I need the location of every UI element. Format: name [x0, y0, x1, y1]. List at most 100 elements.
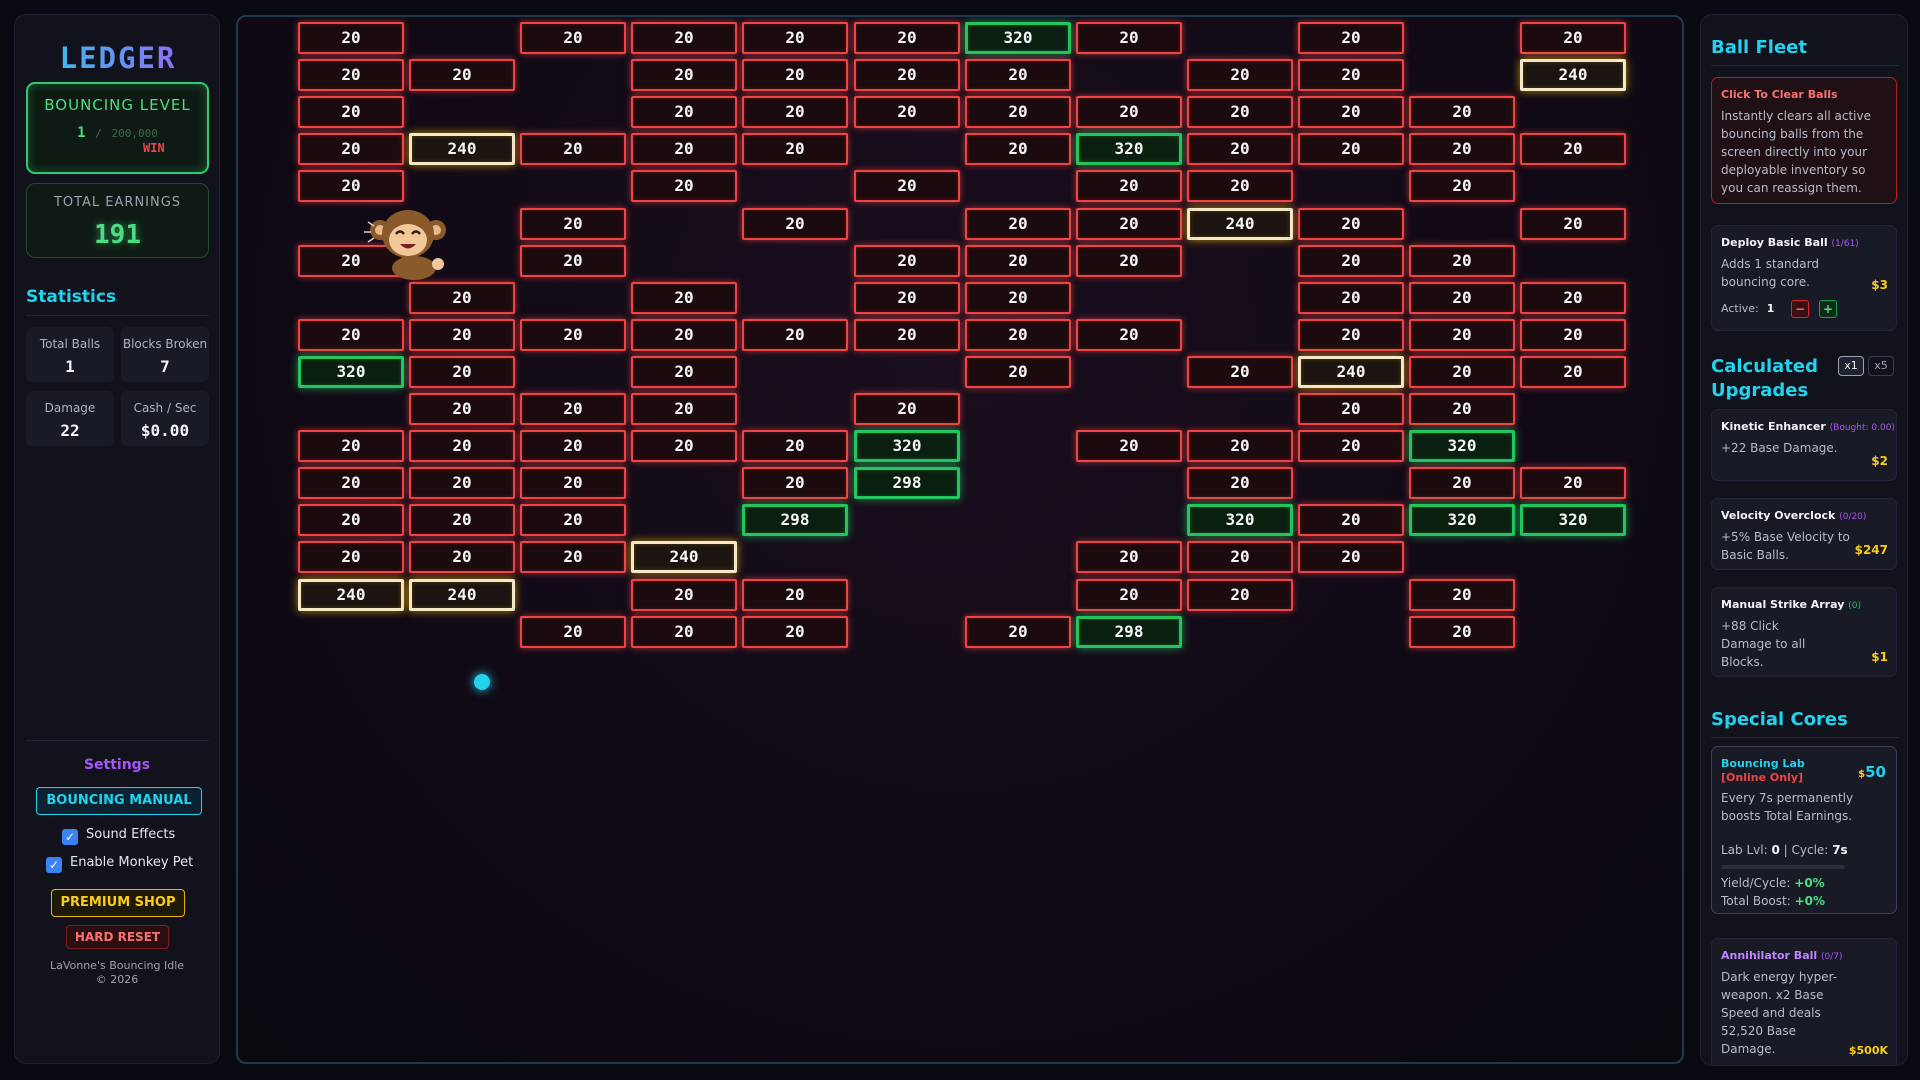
brick[interactable]: 20 [854, 170, 960, 202]
brick[interactable]: 20 [1298, 245, 1404, 277]
annihilator-ball-card[interactable]: Annihilator Ball (0/7) Dark energy hyper… [1711, 938, 1897, 1065]
brick[interactable]: 20 [965, 282, 1071, 314]
brick[interactable]: 20 [631, 59, 737, 91]
brick[interactable]: 20 [409, 393, 515, 425]
brick[interactable]: 20 [1409, 170, 1515, 202]
brick[interactable]: 20 [1298, 504, 1404, 536]
brick[interactable]: 20 [1298, 22, 1404, 54]
brick[interactable]: 240 [1520, 59, 1626, 91]
brick[interactable]: 20 [1187, 59, 1293, 91]
brick[interactable]: 20 [1076, 22, 1182, 54]
brick[interactable]: 20 [409, 319, 515, 351]
brick[interactable]: 20 [1409, 319, 1515, 351]
brick[interactable]: 20 [742, 59, 848, 91]
brick[interactable]: 20 [965, 245, 1071, 277]
brick[interactable]: 20 [520, 541, 626, 573]
brick[interactable]: 20 [1298, 59, 1404, 91]
brick[interactable]: 20 [1187, 170, 1293, 202]
brick[interactable]: 20 [965, 616, 1071, 648]
brick[interactable]: 240 [409, 133, 515, 165]
brick[interactable]: 20 [742, 22, 848, 54]
brick[interactable]: 20 [1076, 579, 1182, 611]
brick[interactable]: 20 [965, 133, 1071, 165]
brick[interactable]: 20 [742, 616, 848, 648]
brick[interactable]: 20 [1298, 282, 1404, 314]
brick[interactable]: 20 [409, 504, 515, 536]
brick[interactable]: 20 [520, 319, 626, 351]
brick[interactable]: 20 [1076, 430, 1182, 462]
brick[interactable]: 20 [1298, 430, 1404, 462]
brick[interactable]: 320 [854, 430, 960, 462]
brick[interactable]: 20 [1298, 541, 1404, 573]
brick[interactable]: 20 [1187, 430, 1293, 462]
brick[interactable]: 20 [1409, 467, 1515, 499]
brick[interactable]: 20 [1409, 282, 1515, 314]
brick[interactable]: 20 [1187, 541, 1293, 573]
brick[interactable]: 20 [631, 22, 737, 54]
game-board[interactable]: 20 20 20 20 20 320 20 20 20 20 20 20 20 20 20 20 20 240 20… [236, 15, 1684, 1064]
brick[interactable]: 20 [854, 245, 960, 277]
brick[interactable]: 20 [520, 616, 626, 648]
brick[interactable]: 20 [742, 96, 848, 128]
brick[interactable]: 20 [1298, 319, 1404, 351]
brick[interactable]: 20 [631, 170, 737, 202]
brick[interactable]: 20 [1298, 208, 1404, 240]
brick[interactable]: 20 [1298, 96, 1404, 128]
clear-balls-button[interactable]: Click To Clear Balls Instantly clears al… [1711, 77, 1897, 204]
brick[interactable]: 20 [742, 208, 848, 240]
brick[interactable]: 240 [298, 579, 404, 611]
brick[interactable]: 20 [742, 579, 848, 611]
multiplier-x5-button[interactable]: x5 [1868, 356, 1894, 376]
brick[interactable]: 20 [631, 133, 737, 165]
brick[interactable]: 20 [1520, 282, 1626, 314]
brick[interactable]: 20 [854, 319, 960, 351]
checkbox-checked-icon[interactable]: ✓ [46, 857, 62, 873]
brick[interactable]: 20 [298, 170, 404, 202]
brick[interactable]: 320 [1409, 504, 1515, 536]
brick[interactable]: 20 [298, 22, 404, 54]
brick[interactable]: 20 [1409, 133, 1515, 165]
brick[interactable]: 20 [1187, 579, 1293, 611]
sound-effects-toggle[interactable]: ✓ Sound Effects [62, 827, 175, 845]
brick[interactable]: 20 [1076, 319, 1182, 351]
brick[interactable]: 20 [298, 59, 404, 91]
brick[interactable]: 20 [409, 430, 515, 462]
brick[interactable]: 320 [1520, 504, 1626, 536]
decrease-ball-button[interactable]: − [1791, 300, 1809, 318]
brick[interactable]: 20 [1076, 170, 1182, 202]
brick[interactable]: 20 [1076, 208, 1182, 240]
brick[interactable]: 20 [742, 467, 848, 499]
brick[interactable]: 20 [1520, 208, 1626, 240]
brick[interactable]: 20 [409, 467, 515, 499]
brick[interactable]: 320 [1076, 133, 1182, 165]
brick[interactable]: 20 [1409, 393, 1515, 425]
brick[interactable]: 20 [298, 96, 404, 128]
brick[interactable]: 240 [1187, 208, 1293, 240]
brick[interactable]: 320 [1409, 430, 1515, 462]
hard-reset-button[interactable]: HARD RESET [66, 925, 169, 949]
brick[interactable]: 298 [1076, 616, 1182, 648]
brick[interactable]: 20 [1076, 245, 1182, 277]
brick[interactable]: 20 [1409, 96, 1515, 128]
brick[interactable]: 20 [1187, 96, 1293, 128]
brick[interactable]: 20 [742, 430, 848, 462]
brick[interactable]: 20 [1298, 393, 1404, 425]
brick[interactable]: 20 [965, 356, 1071, 388]
brick[interactable]: 20 [1520, 467, 1626, 499]
kinetic-enhancer-card[interactable]: Kinetic Enhancer (Bought: 0.00) +22 Base… [1711, 409, 1897, 481]
brick[interactable]: 20 [854, 22, 960, 54]
brick[interactable]: 320 [298, 356, 404, 388]
brick[interactable]: 20 [965, 208, 1071, 240]
brick[interactable]: 20 [631, 616, 737, 648]
brick[interactable]: 20 [409, 282, 515, 314]
brick[interactable]: 20 [965, 96, 1071, 128]
brick[interactable]: 20 [298, 133, 404, 165]
brick[interactable]: 20 [298, 430, 404, 462]
brick[interactable]: 20 [631, 393, 737, 425]
brick[interactable]: 20 [854, 59, 960, 91]
brick[interactable]: 240 [409, 579, 515, 611]
brick[interactable]: 20 [1520, 356, 1626, 388]
brick[interactable]: 320 [1187, 504, 1293, 536]
brick[interactable]: 20 [631, 282, 737, 314]
brick[interactable]: 320 [965, 22, 1071, 54]
